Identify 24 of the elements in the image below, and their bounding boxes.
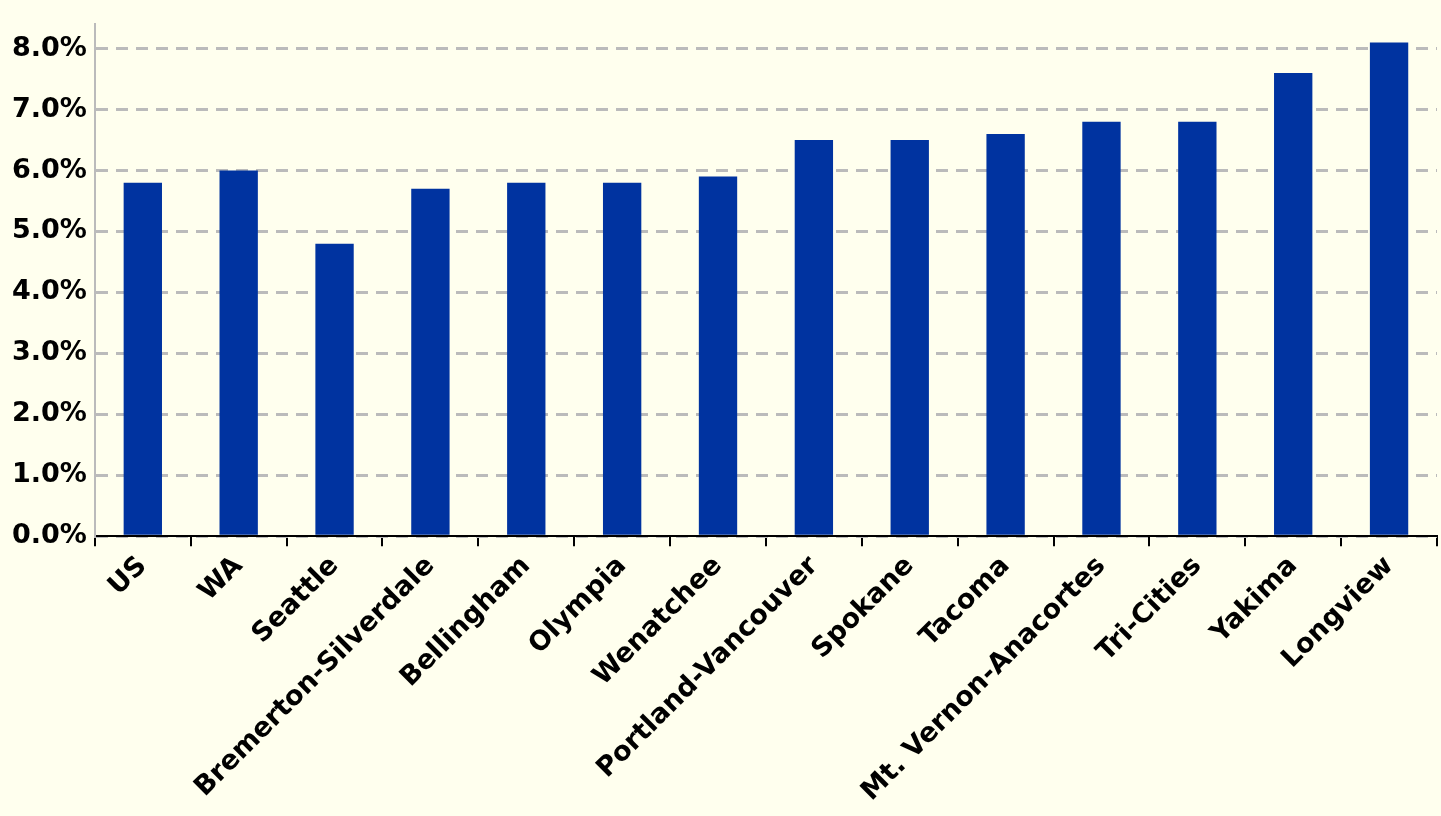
bar — [1274, 72, 1313, 535]
bar — [1369, 42, 1409, 535]
bar — [794, 140, 834, 535]
y-tick-label: 2.0% — [11, 396, 87, 428]
y-tick-label: 1.0% — [11, 457, 87, 489]
y-tick-label: 7.0% — [11, 91, 87, 123]
y-tick-label: 0.0% — [11, 518, 87, 550]
bar — [123, 182, 162, 535]
y-tick-label: 6.0% — [11, 152, 87, 184]
y-tick-label: 5.0% — [11, 213, 87, 245]
bar — [698, 176, 738, 535]
x-tick-label: US — [100, 548, 153, 601]
bar — [411, 188, 450, 535]
bar — [602, 182, 642, 535]
y-tick-label: 3.0% — [11, 335, 87, 367]
y-tick-label: 8.0% — [11, 30, 87, 62]
bar — [1178, 121, 1217, 535]
bar — [890, 140, 929, 535]
y-tick-label: 4.0% — [11, 274, 87, 306]
bar — [986, 133, 1025, 535]
bar — [1082, 121, 1121, 535]
bar — [507, 182, 546, 535]
bar — [219, 170, 258, 535]
bar — [315, 243, 354, 535]
